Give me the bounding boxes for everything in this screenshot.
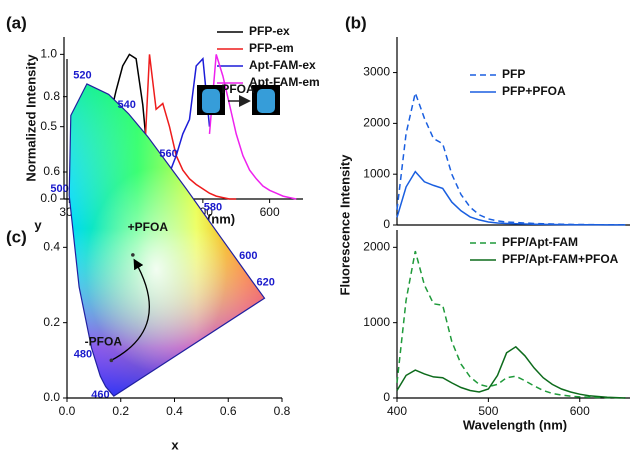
series-line	[396, 90, 626, 226]
x-tick-label: 600	[260, 205, 280, 219]
inset-label: PFOA	[221, 82, 255, 96]
panel-label: (a)	[6, 13, 27, 32]
point-label: +PFOA	[128, 220, 169, 234]
wavelength-label: 560	[159, 148, 177, 160]
y-tick-label: 1000	[363, 315, 390, 329]
series-line	[142, 54, 237, 200]
panel-label: (c)	[6, 227, 27, 246]
x-tick-label: 600	[570, 404, 590, 418]
y-tick-label: 0.5	[40, 119, 57, 133]
x-axis-label: Wavelength (nm)	[463, 417, 567, 432]
legend-label: PFP/Apt-FAM+PFOA	[502, 252, 619, 266]
y-tick-label: 0	[383, 217, 390, 231]
x-tick-label: 0.4	[166, 404, 183, 418]
wavelength-label: 480	[74, 349, 92, 361]
shift-arrow	[111, 258, 150, 361]
x-tick-label: 0.8	[274, 404, 291, 418]
y-tick-label: 0.2	[43, 315, 60, 329]
wavelength-label: 620	[256, 277, 274, 289]
panel-label: (b)	[345, 13, 367, 32]
series-line	[396, 345, 626, 399]
wavelength-label: 520	[73, 69, 91, 81]
y-tick-label: 0.8	[43, 89, 60, 103]
legend-label: PFP-ex	[249, 24, 290, 38]
color-point	[109, 358, 114, 363]
x-tick-label: 0.0	[59, 404, 76, 418]
legend-label: PFP/Apt-FAM	[502, 235, 578, 249]
legend-label: PFP	[502, 67, 525, 81]
x-tick-label: 400	[387, 404, 407, 418]
y-tick-label: 2000	[363, 239, 390, 253]
wavelength-label: 580	[204, 202, 222, 214]
series-line	[396, 250, 626, 399]
y-axis-label: Normalized Intensity	[23, 54, 38, 182]
y-tick-label: 0.0	[43, 390, 60, 404]
x-tick-label: 500	[478, 404, 498, 418]
wavelength-label: 460	[91, 389, 109, 401]
legend-label: Apt-FAM-ex	[249, 58, 316, 72]
vial-glow	[257, 89, 275, 113]
wavelength-label: 500	[50, 183, 68, 195]
wavelength-label: 540	[117, 99, 135, 111]
y-tick-label: 0.0	[40, 191, 57, 205]
legend-label: PFP-em	[249, 41, 294, 55]
point-label: -PFOA	[85, 335, 123, 349]
x-axis-label: x	[171, 437, 179, 452]
x-tick-label: 0.6	[220, 404, 237, 418]
legend-label: PFP+PFOA	[502, 84, 566, 98]
y-tick-label: 1.0	[40, 47, 57, 61]
color-point	[131, 253, 135, 257]
y-axis-label: y	[34, 217, 42, 232]
wavelength-label: 600	[239, 250, 257, 262]
y-tick-label: 3000	[363, 65, 390, 79]
y-tick-label: 2000	[363, 116, 390, 130]
y-tick-label: 0	[383, 390, 390, 404]
series-line	[208, 54, 297, 200]
gamut-fill	[69, 83, 265, 397]
vial-glow	[202, 89, 220, 113]
y-tick-label: 0.4	[43, 240, 60, 254]
spectral-locus	[68, 83, 266, 397]
y-tick-label: 0.6	[43, 164, 60, 178]
y-tick-label: 1000	[363, 166, 390, 180]
x-tick-label: 0.2	[112, 404, 129, 418]
series-line	[396, 170, 626, 226]
y-axis-label: Fluorescence Intensity	[337, 154, 352, 296]
